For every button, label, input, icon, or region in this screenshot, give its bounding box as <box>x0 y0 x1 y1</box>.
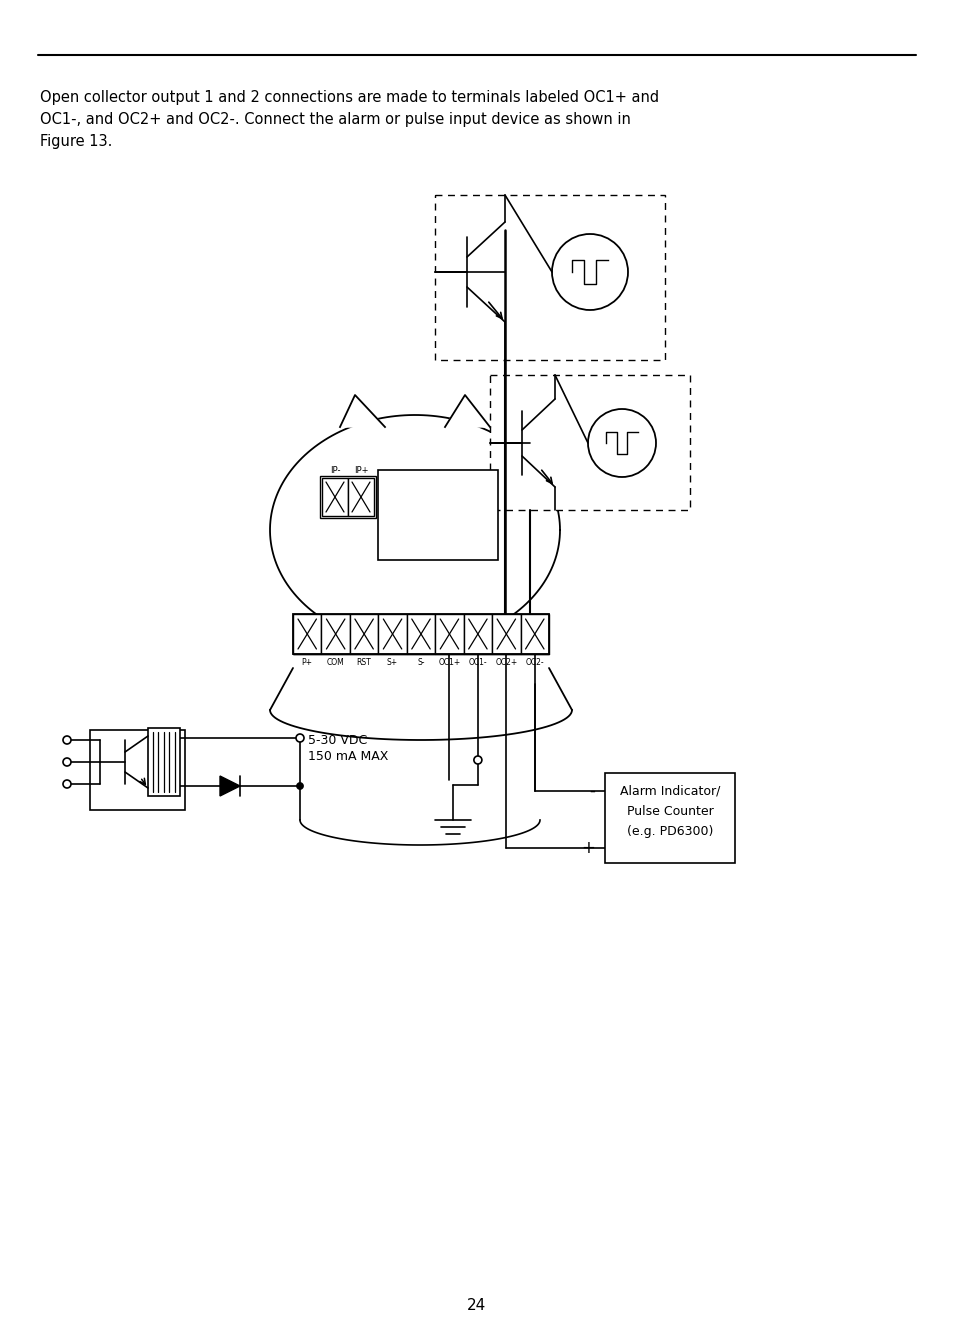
Text: OC1-, and OC2+ and OC2-. Connect the alarm or pulse input device as shown in: OC1-, and OC2+ and OC2-. Connect the ala… <box>40 112 630 127</box>
Text: Open collector output 1 and 2 connections are made to terminals labeled OC1+ and: Open collector output 1 and 2 connection… <box>40 90 659 106</box>
Text: 150 mA MAX: 150 mA MAX <box>308 749 388 763</box>
Text: -: - <box>589 782 595 800</box>
Bar <box>321 615 350 655</box>
Bar <box>293 615 321 655</box>
Bar <box>463 615 492 655</box>
Bar <box>378 615 406 655</box>
Bar <box>604 774 734 863</box>
Text: OC1+: OC1+ <box>437 659 460 667</box>
Polygon shape <box>220 776 240 796</box>
Bar <box>492 615 520 655</box>
Circle shape <box>295 733 304 741</box>
Text: OC2+: OC2+ <box>495 659 517 667</box>
Text: IP-: IP- <box>330 466 340 476</box>
Bar <box>293 615 548 655</box>
Polygon shape <box>270 415 559 645</box>
Bar <box>406 615 435 655</box>
Circle shape <box>296 783 303 790</box>
Text: 24: 24 <box>467 1297 486 1312</box>
Text: S+: S+ <box>387 659 397 667</box>
Text: RST: RST <box>356 659 371 667</box>
Text: IP+: IP+ <box>354 466 368 476</box>
Bar <box>322 478 348 516</box>
Text: Alarm Indicator/: Alarm Indicator/ <box>619 784 720 798</box>
Bar <box>435 615 463 655</box>
Polygon shape <box>339 395 385 428</box>
Circle shape <box>63 758 71 766</box>
Bar <box>520 615 548 655</box>
Bar <box>348 478 374 516</box>
Bar <box>90 729 185 810</box>
Polygon shape <box>444 395 490 428</box>
Text: +: + <box>580 839 595 856</box>
Text: COM: COM <box>327 659 344 667</box>
Text: OC2-: OC2- <box>525 659 543 667</box>
Bar <box>490 375 689 510</box>
Text: 5-30 VDC: 5-30 VDC <box>308 733 367 747</box>
Bar <box>350 615 378 655</box>
Text: (e.g. PD6300): (e.g. PD6300) <box>626 824 713 838</box>
Text: P+: P+ <box>301 659 313 667</box>
Bar <box>377 470 497 560</box>
Text: Figure 13.: Figure 13. <box>40 134 112 150</box>
Circle shape <box>587 409 656 477</box>
Text: OC1-: OC1- <box>468 659 487 667</box>
Circle shape <box>63 736 71 744</box>
Bar <box>435 195 664 359</box>
Bar <box>319 476 375 518</box>
Text: S-: S- <box>416 659 424 667</box>
Circle shape <box>474 756 481 764</box>
Text: Pulse Counter: Pulse Counter <box>626 804 713 818</box>
Bar <box>148 728 180 796</box>
Circle shape <box>63 780 71 788</box>
Circle shape <box>552 234 627 310</box>
